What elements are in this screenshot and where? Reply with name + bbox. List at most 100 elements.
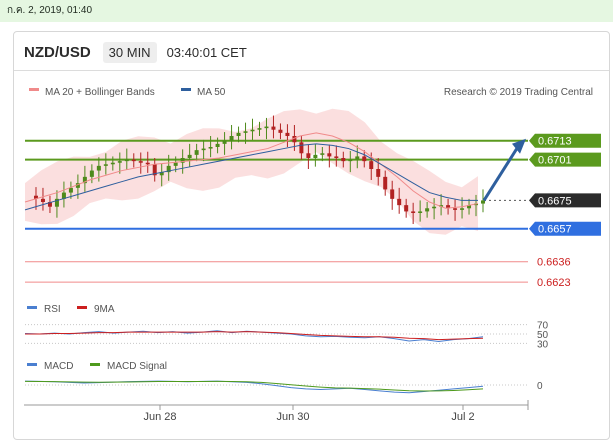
macd-legend-label: MACD — [44, 361, 73, 372]
candle — [348, 159, 353, 162]
candle — [96, 165, 101, 171]
candle — [397, 198, 402, 206]
x-tick-label: Jun 30 — [276, 411, 309, 423]
level-label-0.6636: 0.6636 — [537, 257, 571, 269]
time-label: 03:40:01 CET — [166, 44, 247, 60]
candle — [460, 208, 465, 210]
candle — [215, 143, 220, 147]
date-text: ก.ค. 2, 2019, 01:40 — [7, 5, 93, 16]
candle — [110, 162, 115, 165]
candle — [54, 198, 59, 207]
ma20-line — [24, 132, 479, 209]
candle — [138, 161, 143, 163]
macd-line-signal — [24, 380, 484, 392]
candle — [453, 208, 458, 210]
candle — [383, 176, 388, 190]
rsi-legend-label: RSI — [44, 304, 61, 315]
rsi9ma-legend-label: 9MA — [94, 304, 115, 315]
candle — [40, 198, 45, 202]
research-credit: Research © 2019 Trading Central — [444, 87, 593, 98]
candle — [257, 128, 262, 130]
candle — [411, 211, 416, 213]
candle — [446, 205, 451, 209]
macd-signal-legend-swatch — [90, 363, 100, 366]
candle — [166, 165, 171, 173]
candle — [236, 132, 241, 136]
level-label-0.6623: 0.6623 — [537, 277, 571, 289]
candle — [124, 159, 129, 162]
candle — [243, 131, 248, 133]
macd-legend-swatch — [27, 363, 37, 366]
candle — [47, 202, 52, 207]
rsi-tick-label: 30 — [537, 339, 549, 350]
candle — [285, 132, 290, 136]
timeframe-badge[interactable]: 30 MIN — [102, 41, 157, 63]
candle — [68, 187, 73, 193]
candle — [278, 129, 283, 133]
rsi9ma-legend-swatch — [77, 306, 87, 309]
candle — [173, 162, 178, 166]
level-label-0.6713: 0.6713 — [538, 136, 572, 148]
x-axis: Jun 28 Jun 30 Jul 2 — [24, 400, 529, 423]
ma50-legend-swatch — [181, 88, 191, 91]
candle — [208, 147, 213, 149]
symbol-label: NZD/USD — [24, 43, 91, 61]
candle — [187, 154, 192, 158]
candle — [292, 136, 297, 143]
chart-header: NZD/USD 30 MIN 03:40:01 CET — [24, 39, 247, 65]
candle — [131, 159, 136, 162]
candle — [61, 192, 66, 199]
candle — [271, 126, 276, 130]
candle — [180, 158, 185, 163]
macd-tick-label: 0 — [537, 381, 543, 392]
rsi-legend-swatch — [27, 306, 37, 309]
level-tag-0.6701 — [529, 152, 601, 167]
candle — [376, 169, 381, 177]
ma20-legend-swatch — [29, 88, 39, 91]
rsi-tick-label: 50 — [537, 330, 549, 341]
candle — [306, 153, 311, 158]
chart-panel — [13, 31, 610, 440]
candle — [369, 161, 374, 169]
candle — [103, 164, 108, 166]
candle — [264, 126, 269, 129]
candle — [467, 205, 472, 209]
level-tag-0.6713 — [529, 133, 601, 148]
level-label-0.6657: 0.6657 — [538, 224, 572, 236]
candle — [425, 208, 430, 212]
candle — [75, 183, 80, 188]
macd-signal-legend-label: MACD Signal — [107, 361, 167, 372]
candle — [145, 162, 150, 165]
price-plot: 0.6713 0.6701 0.6675 0.6657 0.6636 0.6623 — [24, 108, 601, 289]
candle — [327, 153, 332, 157]
candle — [390, 189, 395, 199]
forecast-arrowhead — [512, 138, 526, 154]
header-divider — [14, 70, 609, 71]
timestamp-bar: ก.ค. 2, 2019, 01:40 — [0, 0, 613, 22]
candle — [89, 170, 94, 177]
candle — [152, 164, 157, 176]
candle — [313, 154, 318, 158]
candle — [355, 156, 360, 160]
candle — [299, 142, 304, 154]
level-tag-0.6657 — [529, 221, 601, 236]
candle — [320, 153, 325, 155]
x-tick-label: Jul 2 — [451, 411, 474, 423]
ma50-legend-label: MA 50 — [197, 87, 226, 98]
macd-plot: 0 — [24, 380, 543, 394]
level-label-0.6701: 0.6701 — [538, 155, 572, 167]
level-label-0.6675: 0.6675 — [538, 195, 572, 207]
candle — [362, 156, 367, 162]
candle — [229, 136, 234, 141]
candle — [117, 161, 122, 163]
level-tag-0.6675 — [529, 193, 601, 208]
candle — [201, 148, 206, 151]
x-tick-label: Jun 28 — [143, 411, 176, 423]
candle — [33, 195, 38, 199]
candle — [481, 200, 485, 204]
candle — [159, 172, 164, 176]
candle — [418, 211, 423, 213]
ma20-legend-label: MA 20 + Bollinger Bands — [45, 87, 155, 98]
